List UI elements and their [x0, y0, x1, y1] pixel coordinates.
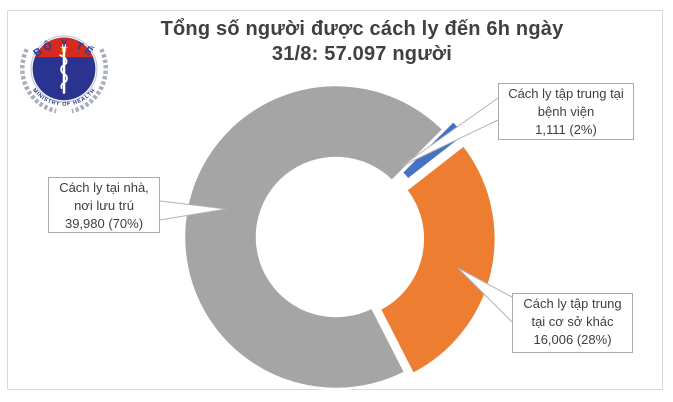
- data-label-hospital-value: 1,111 (2%): [535, 122, 597, 137]
- data-label-home: Cách ly tại nhà, nơi lưu trú 39,980 (70%…: [48, 177, 160, 233]
- donut-slices: [182, 83, 498, 391]
- data-label-hospital: Cách ly tập trung tại bệnh viện 1,111 (2…: [498, 83, 634, 140]
- data-label-other: Cách ly tập trung tại cơ sở khác 16,006 …: [512, 293, 633, 353]
- data-label-hospital-line2: bệnh viện: [537, 104, 595, 119]
- ministry-of-health-logo: BỘ Y TẾ MINISTRY OF HEALTH: [20, 35, 109, 114]
- data-label-home-line1: Cách ly tại nhà,: [59, 180, 149, 195]
- data-label-hospital-line1: Cách ly tập trung tại: [508, 86, 624, 101]
- callout-leader-hospital: [401, 97, 499, 167]
- chart-title-line1: Tổng số người được cách ly đến 6h ngày: [160, 18, 564, 40]
- laurel-wreath-icon: [20, 48, 109, 114]
- chart-title: Tổng số người được cách ly đến 6h ngày 3…: [62, 17, 662, 67]
- emblem-circle: [30, 35, 98, 103]
- data-label-other-line2: tại cơ sở khác: [531, 314, 614, 329]
- donut-slice-other: [378, 143, 498, 376]
- chart-title-line2: 31/8: 57.097 người: [271, 43, 453, 65]
- data-label-home-value: 39,980 (70%): [64, 216, 144, 231]
- data-label-home-line2: nơi lưu trú: [74, 198, 134, 213]
- data-label-other-value: 16,006 (28%): [533, 332, 612, 347]
- donut-slice-home: [182, 83, 445, 391]
- rod-of-asclepius-icon: [59, 43, 68, 94]
- callout-leader-home: [159, 200, 227, 221]
- callout-leader-other: [457, 267, 513, 323]
- data-label-other-line1: Cách ly tập trung: [523, 296, 622, 311]
